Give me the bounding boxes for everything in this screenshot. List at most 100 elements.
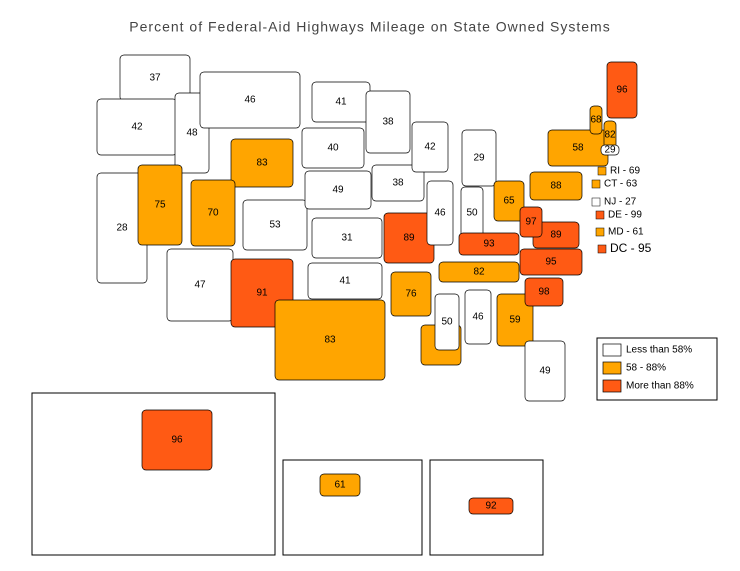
- region: [600, 144, 620, 156]
- region: [595, 227, 605, 237]
- region: [311, 217, 383, 259]
- region: [529, 171, 583, 201]
- region-label: 41: [339, 276, 351, 287]
- region-label: 83: [324, 335, 336, 346]
- region: [190, 179, 236, 247]
- region: [461, 129, 497, 187]
- region-label: 88: [550, 181, 562, 192]
- legend-label: Less than 58%: [626, 345, 692, 356]
- region: [199, 71, 301, 129]
- region: [307, 262, 383, 300]
- region-label: 97: [525, 217, 537, 228]
- region: [301, 127, 365, 169]
- region-label: 95: [545, 257, 557, 268]
- region: [468, 497, 514, 515]
- region-label: 70: [207, 208, 219, 219]
- region-label: 59: [509, 315, 521, 326]
- region-label: 29: [473, 153, 485, 164]
- region-label: 38: [392, 178, 404, 189]
- region-label: 37: [149, 73, 161, 84]
- region-label: 82: [604, 130, 616, 141]
- region: [493, 180, 525, 222]
- region: [141, 409, 213, 471]
- region-label: 46: [472, 312, 484, 323]
- region-label: 38: [382, 117, 394, 128]
- region-label: 50: [466, 208, 478, 219]
- region: [496, 293, 534, 347]
- region-label: 29: [604, 145, 616, 156]
- region: [519, 206, 543, 238]
- region: [242, 199, 308, 251]
- region: [426, 180, 454, 246]
- region-label: 42: [424, 142, 436, 153]
- region-label: 82: [473, 267, 485, 278]
- region: [524, 340, 566, 402]
- region-label: 91: [256, 288, 268, 299]
- region: [591, 179, 601, 189]
- region: [589, 105, 603, 135]
- region: [434, 293, 460, 351]
- region-label: 65: [503, 196, 515, 207]
- region: [606, 61, 638, 119]
- region: [304, 170, 372, 210]
- region-label: 40: [327, 143, 339, 154]
- region-label: 49: [332, 185, 344, 196]
- region: [137, 164, 183, 246]
- region-callout: RI - 69: [610, 166, 640, 177]
- region-label: 53: [269, 220, 281, 231]
- region: [595, 210, 605, 220]
- region-label: 93: [483, 239, 495, 250]
- region-label: 61: [334, 480, 346, 491]
- inset-frame: [282, 459, 423, 556]
- region-label: 96: [171, 435, 183, 446]
- region-label: 49: [539, 366, 551, 377]
- region-label: 31: [341, 233, 353, 244]
- region-label: 89: [550, 230, 562, 241]
- legend-swatch: [602, 343, 622, 357]
- inset-frame: [31, 392, 276, 556]
- legend-swatch: [602, 361, 622, 375]
- region-label: 89: [403, 233, 415, 244]
- region: [519, 248, 583, 276]
- legend-swatch: [602, 379, 622, 393]
- region: [597, 166, 607, 176]
- region: [464, 289, 492, 345]
- region-label: 92: [485, 501, 497, 512]
- region-label: 48: [186, 128, 198, 139]
- region-label: 76: [405, 289, 417, 300]
- region-label: 50: [441, 317, 453, 328]
- region: [411, 121, 449, 173]
- map-title: Percent of Federal-Aid Highways Mileage …: [129, 19, 610, 35]
- region-label: 47: [194, 280, 206, 291]
- region: [438, 261, 520, 283]
- region-label: 42: [131, 122, 143, 133]
- region: [274, 299, 386, 381]
- legend-label: More than 88%: [626, 381, 694, 392]
- region-callout: MD - 61: [608, 227, 644, 238]
- region-label: 83: [256, 158, 268, 169]
- region: [365, 90, 411, 154]
- region: [597, 244, 607, 254]
- region: [458, 232, 520, 256]
- region-label: 68: [590, 115, 602, 126]
- region-label: 58: [572, 143, 584, 154]
- legend-label: 58 - 88%: [626, 363, 666, 374]
- region-label: 41: [335, 97, 347, 108]
- region: [230, 138, 294, 188]
- region: [371, 164, 425, 202]
- region-label: 46: [434, 208, 446, 219]
- region: [591, 197, 601, 207]
- region-label: 46: [244, 95, 256, 106]
- region: [319, 473, 361, 497]
- region-callout: CT - 63: [604, 179, 638, 190]
- region: [524, 277, 564, 307]
- region: [390, 271, 432, 317]
- region-label: 75: [154, 200, 166, 211]
- region-label: 96: [616, 85, 628, 96]
- region-label: 98: [538, 287, 550, 298]
- region-callout: DE - 99: [608, 210, 642, 221]
- region-label: 28: [116, 223, 128, 234]
- region-callout: NJ - 27: [604, 197, 637, 208]
